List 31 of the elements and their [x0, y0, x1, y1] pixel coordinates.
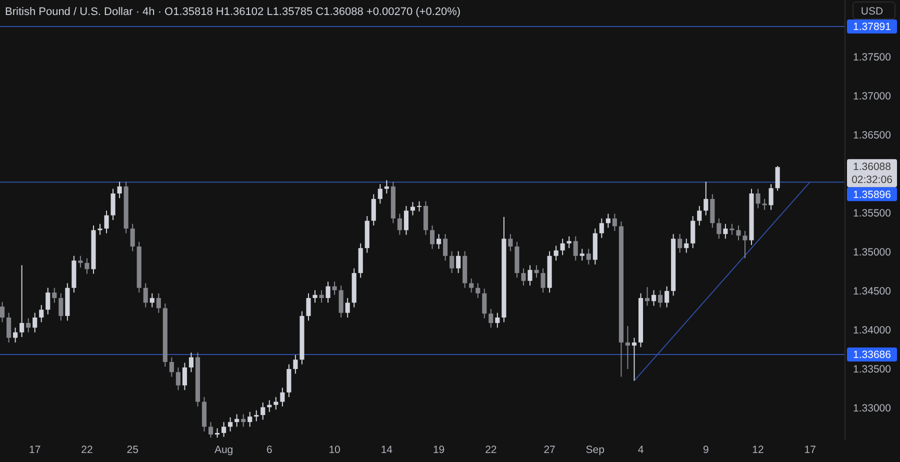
x-tick-label: Aug [214, 444, 234, 456]
x-tick-label: 17 [804, 444, 816, 456]
x-tick-label: 9 [702, 444, 709, 456]
x-tick-label: 27 [544, 444, 556, 456]
y-tick-label: 1.35000 [853, 246, 892, 259]
x-tick-label: 10 [328, 444, 341, 456]
y-tick-label: 1.37000 [853, 90, 892, 103]
y-axis-title: USD [860, 6, 884, 18]
x-tick-label: 22 [81, 444, 93, 456]
y-tick-label: 1.33000 [853, 402, 892, 415]
x-tick-label: 25 [126, 444, 139, 456]
text: 02:32:06 [852, 174, 893, 186]
text: British Pound / U.S. Dollar · 4h · O1.35818 H1.36102 L1.35785 C1.36088 +0.00270 (+0.20%) [5, 6, 461, 18]
x-tick-label: 4 [638, 444, 644, 456]
ref-line-label: 1.33686 [853, 349, 892, 362]
y-tick-label: 1.34000 [853, 324, 892, 337]
x-tick-label: Sep [586, 444, 605, 456]
x-tick-label: 22 [485, 444, 497, 456]
x-tick-label: 6 [266, 444, 272, 456]
y-tick-label: 1.33500 [853, 364, 892, 376]
x-tick-label: 19 [432, 444, 445, 456]
y-tick-label: 1.36500 [853, 130, 892, 142]
y-tick-label: 1.37500 [853, 52, 892, 64]
ref-line-label: 1.35896 [853, 188, 892, 201]
x-tick-label: 12 [752, 444, 764, 456]
y-tick-label: 1.34500 [853, 286, 892, 298]
ref-line-label: 1.37891 [853, 21, 892, 34]
x-tick-label: 14 [380, 444, 393, 456]
text: 1.36088 [853, 160, 892, 173]
x-tick-label: 17 [29, 444, 41, 456]
y-tick-label: 1.35500 [853, 208, 892, 220]
